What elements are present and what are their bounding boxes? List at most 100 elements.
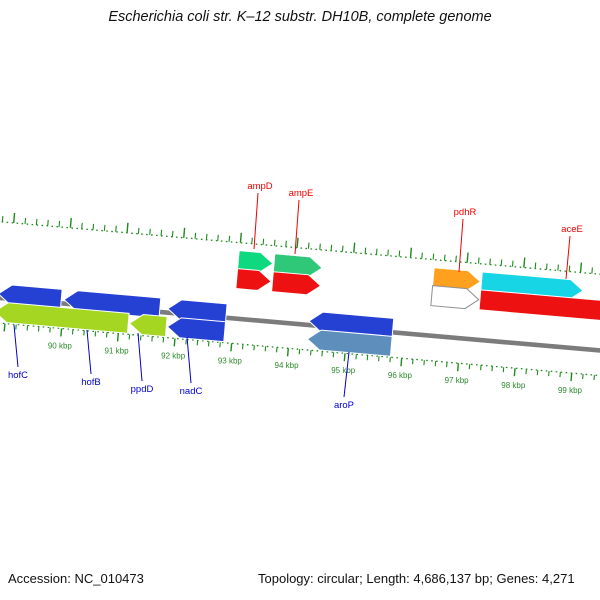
minor-tick xyxy=(421,252,423,259)
gene-label-line-aroP xyxy=(343,351,350,398)
gene-label-line-hofB xyxy=(86,329,92,375)
minor-tick xyxy=(534,262,537,269)
minor-tick xyxy=(160,229,163,236)
gene-label-hofB: hofB xyxy=(81,377,101,388)
minor-tick xyxy=(103,224,106,231)
minor-tick xyxy=(341,245,344,252)
minor-tick xyxy=(217,234,219,241)
scale-tick-label: 94 kbp xyxy=(275,361,300,370)
scale-tick-label: 92 kbp xyxy=(161,351,186,360)
minor-tick xyxy=(500,259,503,266)
minor-tick xyxy=(137,227,140,234)
major-tick xyxy=(239,232,242,243)
scale-tick-label: 93 kbp xyxy=(218,356,243,365)
minor-tick xyxy=(330,244,333,251)
minor-tick xyxy=(398,250,401,257)
minor-tick xyxy=(364,247,367,254)
major-tick xyxy=(230,343,233,352)
gene-label-ampD: ampD xyxy=(247,181,272,192)
minor-tick xyxy=(307,242,310,249)
scale-tick-label: 95 kbp xyxy=(331,366,356,375)
gene-label-aroP: aroP xyxy=(334,400,354,411)
minor-tick xyxy=(24,217,27,224)
major-tick xyxy=(409,247,413,258)
gene-arrow-ampE-inner xyxy=(271,271,322,296)
gene-label-line-ampD xyxy=(253,192,259,250)
minor-tick xyxy=(443,254,446,261)
gene-arrow-nadC-inner xyxy=(166,317,227,343)
minor-tick xyxy=(489,258,491,265)
gene-arrow-ampD xyxy=(236,250,274,273)
minor-tick xyxy=(58,220,61,227)
minor-tick xyxy=(432,253,435,260)
gene-label-line-ampE xyxy=(294,199,300,255)
major-tick xyxy=(353,242,356,253)
ruler-line xyxy=(0,219,600,279)
major-tick xyxy=(523,257,526,268)
gene-arrow-ampD-inner xyxy=(235,268,273,291)
genome-stats-text: Topology: circular; Length: 4,686,137 bp… xyxy=(258,571,575,586)
gene-label-hofC: hofC xyxy=(8,370,28,381)
major-tick xyxy=(343,353,346,362)
minor-tick xyxy=(477,257,480,264)
major-tick xyxy=(116,333,119,342)
minor-tick xyxy=(194,232,197,239)
gene-arrow-ppdD-inner xyxy=(128,314,168,338)
major-tick xyxy=(513,368,516,377)
minor-tick xyxy=(375,248,378,255)
scale-tick-label: 91 kbp xyxy=(105,346,130,355)
gene-label-ppdD: ppdD xyxy=(131,384,154,395)
minor-tick xyxy=(545,263,548,270)
minor-tick xyxy=(568,265,571,272)
minor-tick xyxy=(285,240,287,247)
gene-label-nadC: nadC xyxy=(180,386,203,397)
scale-tick-label: 97 kbp xyxy=(445,376,470,385)
minor-tick xyxy=(557,264,559,271)
major-tick xyxy=(126,222,129,233)
scale-tick-label: 99 kbp xyxy=(558,386,583,395)
major-tick xyxy=(286,348,290,357)
major-tick xyxy=(69,217,72,228)
minor-tick xyxy=(35,218,38,225)
minor-tick xyxy=(273,239,276,246)
major-tick xyxy=(400,358,403,367)
major-tick xyxy=(466,252,469,263)
gene-arrow-pdhR-inner xyxy=(430,285,480,310)
gene-arrow-ampE xyxy=(272,253,324,278)
major-tick xyxy=(456,363,460,372)
gene-label-pdhR: pdhR xyxy=(454,207,477,218)
gene-label-line-aceE xyxy=(565,235,571,280)
gene-label-line-hofC xyxy=(13,324,19,368)
major-tick xyxy=(296,237,299,248)
minor-tick xyxy=(205,233,208,240)
major-tick xyxy=(183,227,186,238)
major-tick xyxy=(12,212,16,223)
gene-label-line-pdhR xyxy=(458,218,464,273)
gene-arrow-pdhR xyxy=(431,267,482,292)
scale-tick-label: 96 kbp xyxy=(388,371,413,380)
minor-tick xyxy=(81,222,83,229)
major-tick xyxy=(173,338,176,347)
minor-tick xyxy=(171,230,174,237)
major-tick xyxy=(579,262,583,273)
gene-label-ampE: ampE xyxy=(289,188,314,199)
gene-arrow-aceE-inner xyxy=(478,289,600,322)
gene-label-line-ppdD xyxy=(137,332,143,382)
page-title: Escherichia coli str. K–12 substr. DH10B… xyxy=(108,9,492,25)
major-tick xyxy=(570,373,573,382)
minor-tick xyxy=(251,237,253,244)
minor-tick xyxy=(47,219,49,226)
minor-tick xyxy=(92,223,95,230)
gene-label-aceE: aceE xyxy=(561,224,583,235)
minor-tick xyxy=(149,228,151,235)
minor-tick xyxy=(228,235,231,242)
accession-text: Accession: NC_010473 xyxy=(8,571,144,586)
minor-tick xyxy=(1,215,4,222)
minor-tick xyxy=(319,243,321,250)
gene-arrow-aroP-inner xyxy=(306,329,393,357)
major-tick xyxy=(3,323,6,332)
minor-tick xyxy=(511,260,514,267)
